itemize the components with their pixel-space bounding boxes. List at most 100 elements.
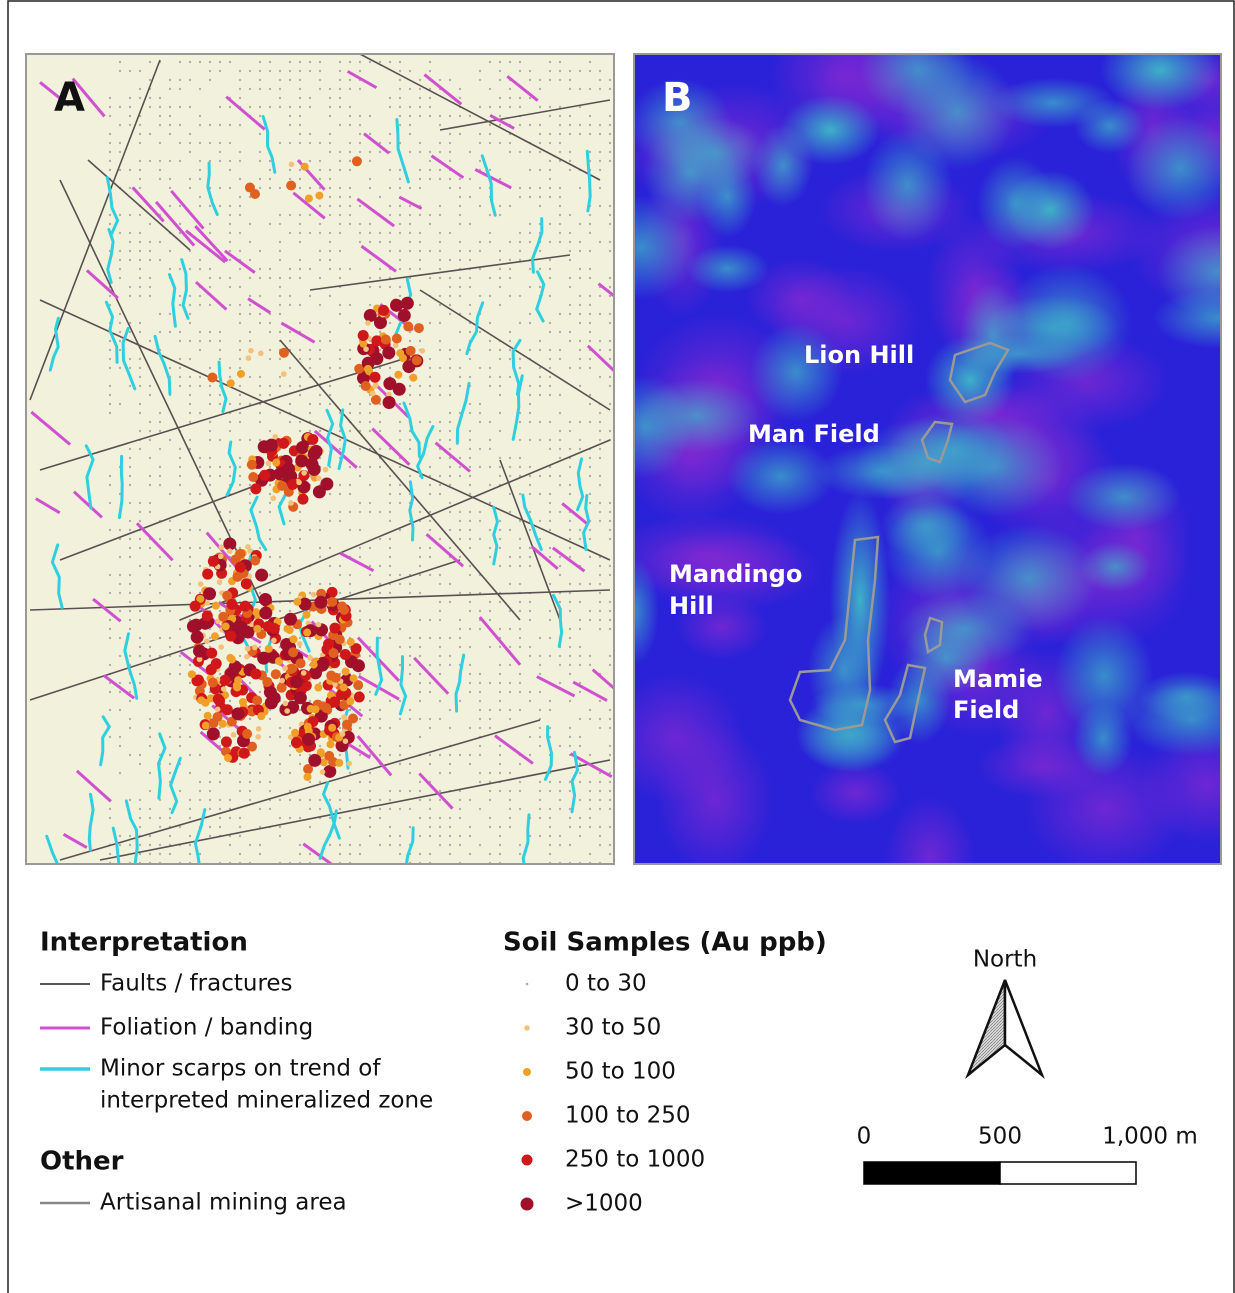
sample-point [529, 493, 531, 495]
sample-point [529, 475, 531, 477]
sample-point [409, 88, 411, 90]
sample-point [399, 169, 401, 171]
sample-point [279, 592, 281, 594]
sample-point [369, 277, 371, 279]
sample-point [429, 727, 431, 729]
sample-point [589, 790, 591, 792]
sample-point [559, 574, 561, 576]
sample-point [509, 466, 511, 468]
sample-point [419, 421, 421, 423]
sample-point [359, 223, 361, 225]
sample-point [139, 520, 141, 522]
sample-point [419, 556, 421, 558]
sample-point [189, 142, 191, 144]
sample-point [589, 88, 591, 90]
sample-point [369, 160, 371, 162]
sample-point [549, 502, 551, 504]
sample-point [169, 133, 171, 135]
sample-point [329, 241, 331, 243]
sample-point [279, 277, 281, 279]
sample-point [549, 493, 551, 495]
sample-point [459, 808, 461, 810]
sample-point [599, 502, 601, 504]
sample-point [329, 648, 339, 658]
sample-point [189, 403, 191, 405]
sample-point [219, 799, 221, 801]
sample-point [129, 529, 131, 531]
sample-point [199, 259, 201, 261]
sample-point [489, 349, 491, 351]
sample-point [549, 133, 551, 135]
sample-point [569, 421, 571, 423]
sample-point [289, 538, 291, 540]
sample-point [129, 844, 131, 846]
sample-point [169, 808, 171, 810]
legend-label: Artisanal mining area [100, 1190, 347, 1216]
sample-point [399, 808, 401, 810]
sample-point [599, 790, 601, 792]
sample-point [519, 538, 521, 540]
sample-point [289, 340, 291, 342]
sample-point [459, 277, 461, 279]
sample-point [429, 493, 431, 495]
sample-point [204, 638, 210, 644]
sample-point [414, 323, 424, 333]
sample-point [229, 214, 231, 216]
sample-point [599, 448, 601, 450]
sample-point [409, 232, 411, 234]
sample-point [549, 106, 551, 108]
sample-point [392, 333, 402, 343]
sample-point [119, 142, 121, 144]
sample-point [309, 142, 311, 144]
sample-point [149, 664, 151, 666]
legend-symbol [526, 983, 529, 986]
sample-point [169, 637, 171, 639]
sample-point [199, 205, 201, 207]
sample-point [299, 142, 301, 144]
sample-point [299, 358, 301, 360]
sample-point [399, 286, 401, 288]
sample-point [259, 313, 261, 315]
sample-point [169, 817, 171, 819]
sample-point [489, 619, 491, 621]
sample-point [149, 241, 151, 243]
sample-point [349, 790, 351, 792]
sample-point [549, 709, 551, 711]
sample-point [149, 457, 151, 459]
sample-point [259, 592, 261, 594]
sample-point [369, 655, 371, 657]
sample-point [559, 799, 561, 801]
sample-point [352, 156, 362, 166]
sample-point [119, 277, 121, 279]
sample-point [589, 250, 591, 252]
sample-point [449, 835, 451, 837]
sample-point [559, 565, 561, 567]
sample-point [509, 340, 511, 342]
sample-point [299, 115, 301, 117]
sample-point [217, 579, 223, 585]
sample-point [139, 169, 141, 171]
sample-point [119, 610, 121, 612]
sample-point [139, 619, 141, 621]
sample-point [449, 79, 451, 81]
sample-point [479, 844, 481, 846]
sample-point [329, 367, 331, 369]
sample-point [279, 286, 281, 288]
sample-point [589, 403, 591, 405]
sample-point [253, 625, 261, 633]
sample-point [239, 403, 241, 405]
sample-point [297, 494, 308, 505]
sample-point [239, 475, 241, 477]
sample-point [218, 644, 224, 650]
sample-point [469, 196, 471, 198]
sample-point [347, 638, 355, 646]
sample-point [449, 430, 451, 432]
sample-point [339, 605, 349, 615]
sample-point [279, 223, 281, 225]
sample-point [371, 395, 381, 405]
sample-point [339, 511, 341, 513]
sample-point [479, 781, 481, 783]
sample-point [289, 70, 291, 72]
sample-point [169, 79, 171, 81]
sample-point [299, 817, 301, 819]
